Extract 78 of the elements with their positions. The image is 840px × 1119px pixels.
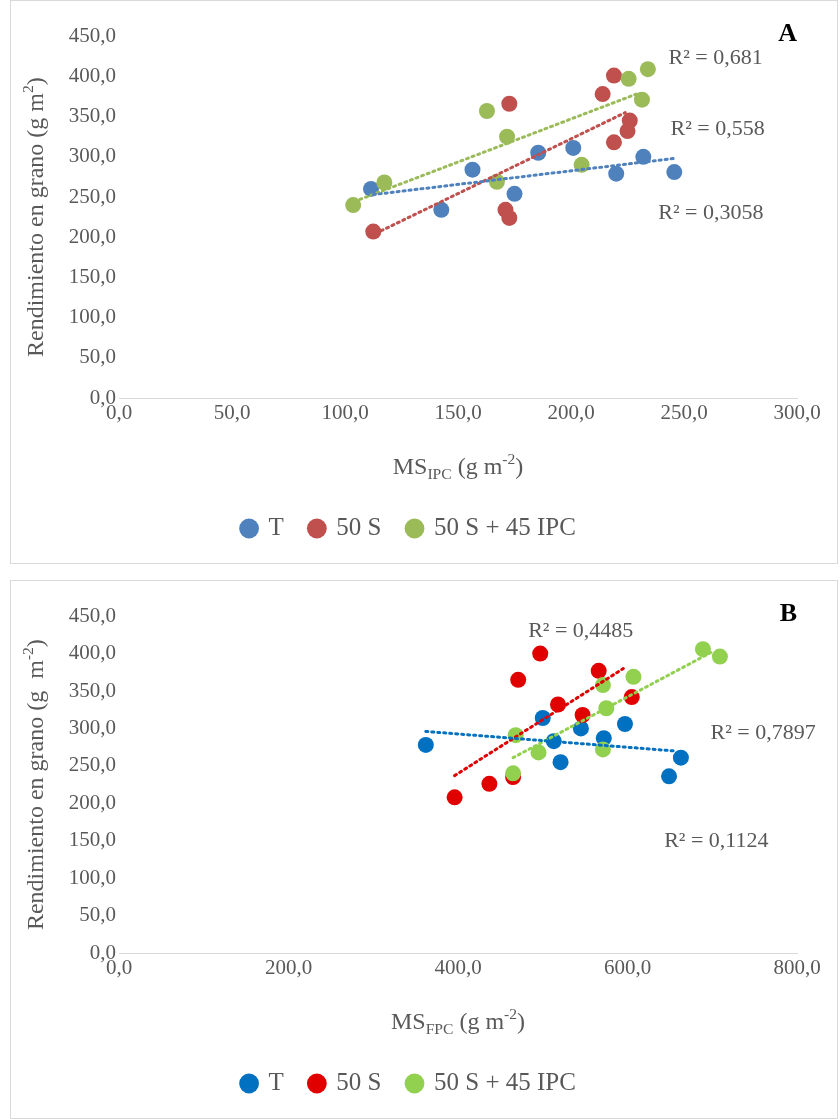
y-tick-label: 400,0 xyxy=(68,62,117,87)
annotation: R² = 0,558 xyxy=(670,115,765,141)
y-tick-label: 200,0 xyxy=(68,223,117,248)
point xyxy=(639,61,656,78)
point xyxy=(552,754,569,771)
point xyxy=(565,139,582,156)
x-tick-label: 100,0 xyxy=(321,400,369,425)
y-tick-label: 250,0 xyxy=(68,183,117,208)
point xyxy=(594,86,611,103)
x-tick-label: 600,0 xyxy=(603,955,652,980)
y-axis-title: Rendimiento en grano (g m-2) xyxy=(18,639,49,931)
point xyxy=(417,736,434,753)
point xyxy=(530,744,547,761)
y-tick-label: 50,0 xyxy=(79,902,117,927)
y-tick-label: 350,0 xyxy=(68,677,117,702)
point xyxy=(365,223,382,240)
y-tick-label: 450,0 xyxy=(68,22,117,47)
y-tick-label: 50,0 xyxy=(79,344,117,369)
point xyxy=(661,768,678,785)
point xyxy=(666,164,683,181)
y-tick-label: 400,0 xyxy=(68,640,117,665)
y-tick-label: 200,0 xyxy=(68,789,117,814)
y-tick-label: 100,0 xyxy=(68,864,117,889)
point xyxy=(505,765,522,782)
y-tick-label: 300,0 xyxy=(68,143,117,168)
point xyxy=(532,645,549,662)
point xyxy=(501,95,518,112)
point xyxy=(616,715,633,732)
annotation: R² = 0,681 xyxy=(668,43,763,69)
x-tick-label: 300,0 xyxy=(773,400,821,425)
y-tick-label: 300,0 xyxy=(68,714,117,739)
point xyxy=(506,185,523,202)
point xyxy=(464,161,481,178)
x-tick-label: 200,0 xyxy=(547,400,595,425)
y-tick-label: 100,0 xyxy=(68,304,117,329)
point xyxy=(608,165,625,182)
point xyxy=(446,789,463,806)
point xyxy=(590,662,607,679)
point xyxy=(481,775,498,792)
point xyxy=(605,67,622,84)
legend-label: 50 S + 45 IPC xyxy=(434,513,576,541)
point xyxy=(672,749,689,766)
x-tick-label: 400,0 xyxy=(434,955,482,980)
legend-label: 50 S xyxy=(336,513,382,541)
x-tick-label: 800,0 xyxy=(773,955,821,980)
point xyxy=(501,209,518,226)
x-tick-label: 250,0 xyxy=(660,400,708,425)
point xyxy=(633,91,650,108)
point xyxy=(619,123,636,140)
x-tick-label: 200,0 xyxy=(264,955,313,980)
point xyxy=(625,668,642,685)
point xyxy=(605,134,622,151)
point xyxy=(376,174,393,191)
y-tick-label: 150,0 xyxy=(68,263,117,288)
chart-title: B xyxy=(779,598,797,628)
legend-label: 50 S xyxy=(336,1068,382,1096)
x-tick-label: 150,0 xyxy=(434,400,482,425)
legend-label: T xyxy=(268,513,284,541)
y-tick-label: 350,0 xyxy=(68,103,117,128)
point xyxy=(345,197,362,214)
y-tick-label: 250,0 xyxy=(68,752,117,777)
y-tick-label: 150,0 xyxy=(68,827,117,852)
annotation: R² = 0,7897 xyxy=(710,718,816,744)
point xyxy=(478,102,495,119)
x-tick-label: 50,0 xyxy=(213,400,251,425)
annotation: R² = 0,3058 xyxy=(658,198,764,224)
y-tick-label: 450,0 xyxy=(68,602,117,627)
legend-label: 50 S + 45 IPC xyxy=(434,1068,576,1096)
point xyxy=(620,70,637,87)
point xyxy=(711,648,728,665)
annotation: R² = 0,4485 xyxy=(528,616,634,642)
point xyxy=(433,201,450,218)
annotation: R² = 0,1124 xyxy=(664,827,769,853)
point xyxy=(510,671,527,688)
chart-title: A xyxy=(778,18,798,48)
legend-label: T xyxy=(268,1068,284,1096)
point xyxy=(694,641,711,658)
y-axis-title: Rendimiento en grano (g m2) xyxy=(18,77,49,357)
